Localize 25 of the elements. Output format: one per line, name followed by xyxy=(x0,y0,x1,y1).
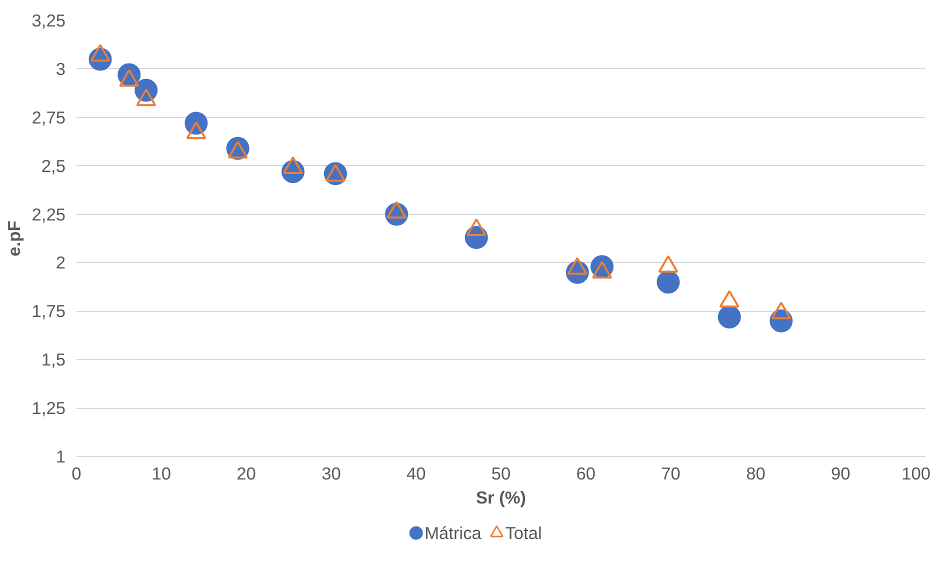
y-tick-label: 1,75 xyxy=(32,301,66,322)
x-tick-label: 60 xyxy=(576,464,596,484)
x-tick-label: 80 xyxy=(746,464,766,484)
x-tick-label: 90 xyxy=(830,464,850,484)
x-axis-title: Sr (%) xyxy=(476,488,526,508)
y-axis-title: e.pF xyxy=(4,220,24,256)
x-tick-label: 0 xyxy=(72,464,82,484)
y-tick-label: 1,25 xyxy=(32,398,66,418)
x-tick-label: 10 xyxy=(152,464,172,484)
y-tick-label: 2 xyxy=(56,252,66,273)
x-tick-label: 30 xyxy=(322,464,341,484)
y-tick-label: 1 xyxy=(56,446,66,466)
x-tick-label: 50 xyxy=(491,464,511,484)
x-tick-label: 70 xyxy=(661,464,680,484)
y-tick-label: 3,25 xyxy=(32,10,66,30)
y-tick-label: 3 xyxy=(56,58,66,79)
legend-label: Total xyxy=(505,523,542,543)
y-tick-label: 2,75 xyxy=(32,107,66,128)
y-tick-label: 1,5 xyxy=(41,350,66,370)
x-tick-label: 40 xyxy=(406,464,426,484)
x-tick-label: 100 xyxy=(902,464,931,484)
y-tick-label: 2,5 xyxy=(41,156,66,176)
y-tick-label: 2,25 xyxy=(32,204,66,224)
x-tick-label: 20 xyxy=(236,464,256,484)
legend-label: Mátrica xyxy=(424,523,482,543)
